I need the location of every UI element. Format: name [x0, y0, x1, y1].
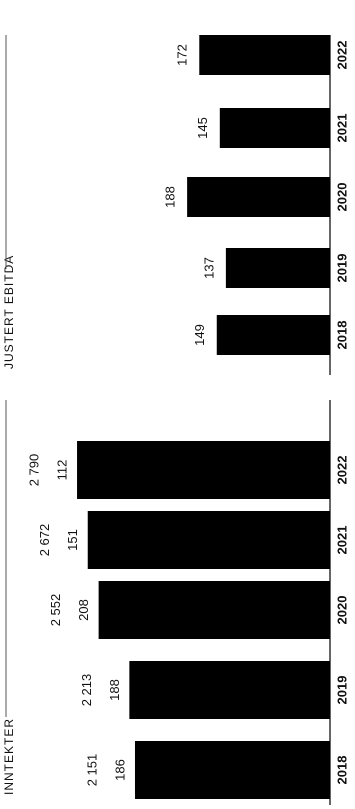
- x-tick-label: 2022: [334, 41, 349, 70]
- chart-title: INNTEKTER: [2, 718, 16, 795]
- bar: [187, 177, 330, 217]
- x-tick-label: 2021: [334, 114, 349, 143]
- chart-title: JUSTERT EBITDA: [2, 255, 16, 369]
- secondary-label: 186: [112, 759, 127, 781]
- secondary-label: 112: [54, 460, 69, 481]
- bar: [87, 511, 331, 569]
- value-label: 149: [192, 324, 207, 346]
- bar: [225, 248, 331, 288]
- value-label: 2 790: [26, 454, 41, 487]
- x-tick-label: 2018: [334, 321, 349, 350]
- x-tick-label: 2022: [334, 456, 349, 485]
- bar: [129, 661, 330, 719]
- value-label: 137: [201, 257, 216, 279]
- value-label: 172: [175, 44, 190, 66]
- value-label: 2 672: [37, 524, 52, 557]
- bar: [199, 35, 330, 75]
- bar: [134, 741, 330, 799]
- x-tick-label: 2020: [334, 596, 349, 625]
- secondary-label: 188: [107, 679, 122, 701]
- x-tick-label: 2021: [334, 526, 349, 555]
- secondary-label: 151: [65, 529, 80, 551]
- bar: [219, 108, 330, 148]
- rotated-frame: INNTEKTER 2018 186 2 151 2019 188 2 213 2020 208…: [2, 35, 349, 805]
- value-label: 2 552: [48, 594, 63, 627]
- value-label: 2 151: [84, 754, 99, 787]
- secondary-label: 208: [76, 599, 91, 621]
- x-tick-label: 2019: [334, 676, 349, 705]
- x-tick-label: 2019: [334, 254, 349, 283]
- bar: [77, 441, 331, 499]
- bar: [98, 581, 330, 639]
- x-tick-label: 2018: [334, 756, 349, 785]
- value-label: 145: [195, 117, 210, 139]
- value-label: 188: [163, 186, 178, 208]
- x-tick-label: 2020: [334, 183, 349, 212]
- bar: [216, 315, 330, 355]
- value-label: 2 213: [79, 674, 94, 707]
